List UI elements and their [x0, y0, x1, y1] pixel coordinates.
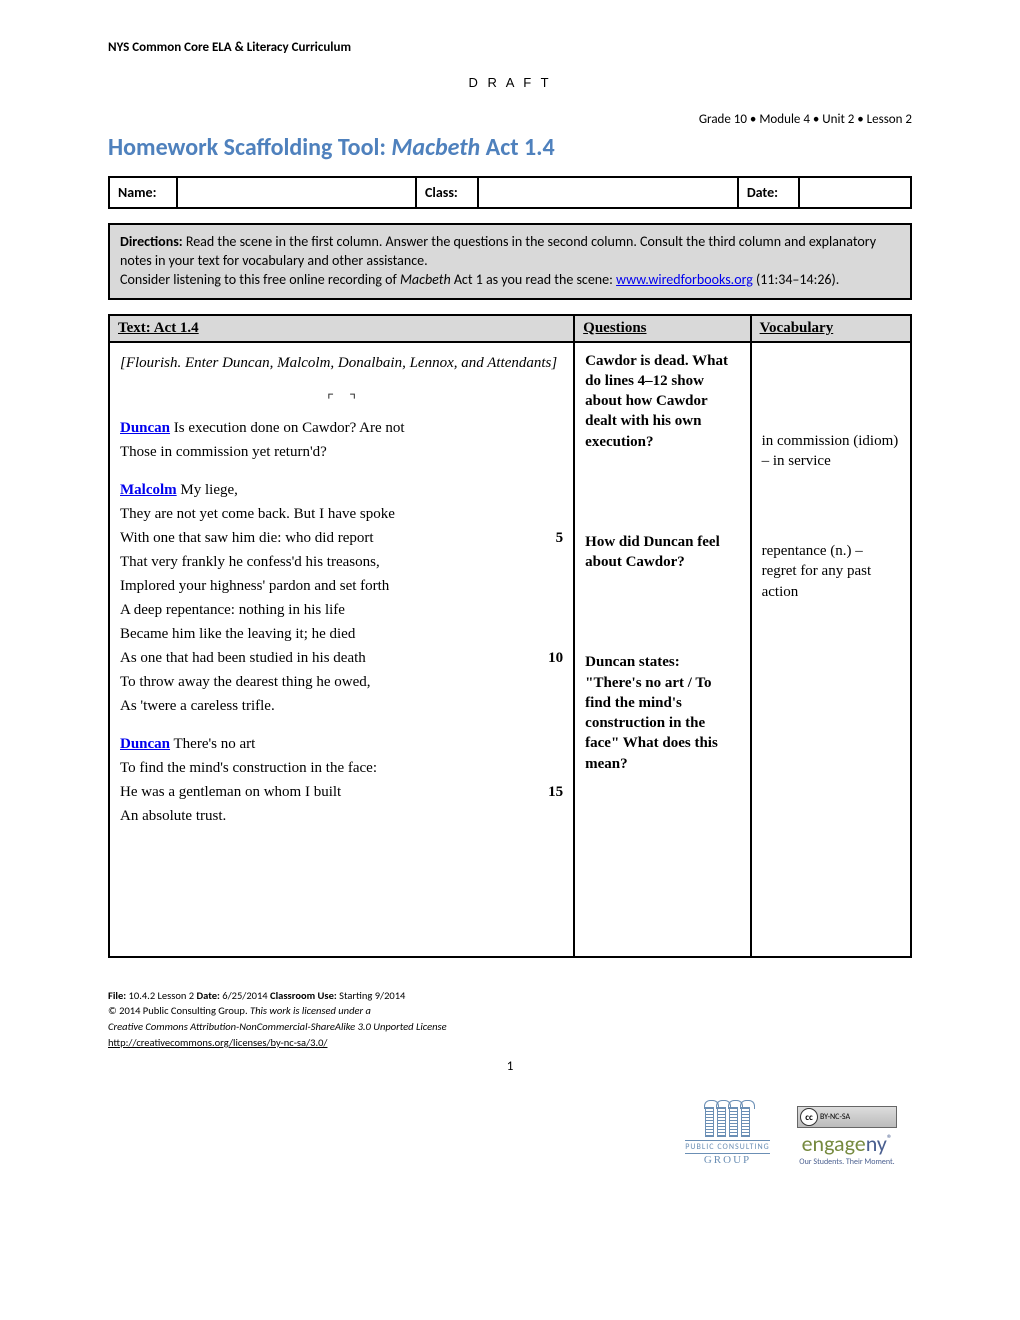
line-number-10: 10 [533, 646, 563, 670]
duncan-speech-2: Duncan There's no art To find the mind's… [120, 732, 563, 828]
speaker-duncan-2[interactable]: Duncan [120, 736, 170, 752]
page-number: 1 [108, 1057, 912, 1077]
date-field[interactable] [799, 177, 911, 208]
curriculum-header: NYS Common Core ELA & Literacy Curriculu… [108, 40, 912, 55]
vocab-2: repentance (n.) – regret for any past ac… [762, 541, 900, 602]
question-2: How did Duncan feel about Cawdor? [585, 532, 739, 573]
engage-logo: ccBY-NC-SA engageny® Our Students. Their… [782, 1106, 912, 1167]
name-label: Name: [109, 177, 177, 208]
student-info-table: Name: Class: Date: [108, 176, 912, 209]
date-label: Date: [738, 177, 800, 208]
audio-link[interactable]: www.wiredforbooks.org [616, 271, 753, 288]
directions-text1: Read the scene in the first column. Answ… [120, 233, 876, 269]
footer: File: 10.4.2 Lesson 2 Date: 6/25/2014 Cl… [108, 988, 912, 1077]
copyright: © 2014 Public Consulting Group. [108, 1004, 250, 1017]
text-cell: [Flourish. Enter Duncan, Malcolm, Donalb… [109, 342, 574, 957]
engage-tagline: Our Students. Their Moment. [799, 1157, 894, 1167]
title-suffix: Act 1.4 [480, 133, 555, 162]
directions-text2b: Act 1 as you read the scene: [451, 271, 616, 288]
questions-cell: Cawdor is dead. What do lines 4–12 show … [574, 342, 750, 957]
directions-italic: Macbeth [400, 271, 451, 288]
directions-text2a: Consider listening to this free online r… [120, 271, 400, 288]
vocab-cell: in commission (idiom) – in service repen… [751, 342, 911, 957]
col-header-text: Text: Act 1.4 [109, 315, 574, 342]
date-label-footer: Date: [196, 989, 222, 1002]
duncan-speech-1: Duncan Is execution done on Cawdor? Are … [120, 416, 563, 464]
line-number-5: 5 [533, 526, 563, 550]
speaker-malcolm[interactable]: Malcolm [120, 482, 177, 498]
draft-label: D R A F T [108, 75, 912, 90]
class-label: Class: [416, 177, 478, 208]
license-link[interactable]: http://creativecommons.org/licenses/by-n… [108, 1036, 327, 1049]
speaker-duncan-1[interactable]: Duncan [120, 420, 170, 436]
stage-direction: [Flourish. Enter Duncan, Malcolm, Donalb… [120, 351, 563, 375]
directions-label: Directions: [120, 233, 186, 250]
cc-badge: ccBY-NC-SA [797, 1106, 897, 1128]
line-number-15: 15 [533, 780, 563, 804]
pcg-text2: GROUP [704, 1154, 751, 1166]
directions-box: Directions: Read the scene in the first … [108, 223, 912, 300]
classuse-label: Classroom Use: [270, 989, 339, 1002]
question-3: Duncan states: "There's no art / To find… [585, 652, 739, 774]
col-header-questions: Questions [574, 315, 750, 342]
content-table: Text: Act 1.4 Questions Vocabulary [Flou… [108, 314, 912, 958]
license-line2: Creative Commons Attribution-NonCommerci… [108, 1019, 912, 1035]
malcolm-speech: Malcolm My liege, They are not yet come … [120, 478, 563, 718]
pcg-text1: PUBLIC CONSULTING [685, 1140, 769, 1154]
page-title: Homework Scaffolding Tool: Macbeth Act 1… [108, 133, 912, 162]
course-info: Grade 10 • Module 4 • Unit 2 • Lesson 2 [108, 112, 912, 127]
question-1: Cawdor is dead. What do lines 4–12 show … [585, 351, 739, 452]
col-header-vocab: Vocabulary [751, 315, 911, 342]
pcg-logo: PUBLIC CONSULTING GROUP [685, 1106, 770, 1166]
page-brackets: ⌜ ⌝ [120, 389, 563, 410]
logos-row: PUBLIC CONSULTING GROUP ccBY-NC-SA engag… [108, 1106, 912, 1167]
name-field[interactable] [177, 177, 416, 208]
title-main: Homework Scaffolding Tool: [108, 133, 391, 162]
title-italic: Macbeth [391, 133, 480, 162]
license-italic: This work is licensed under a [250, 1004, 371, 1017]
vocab-1: in commission (idiom) – in service [762, 431, 900, 472]
class-field[interactable] [478, 177, 738, 208]
file-label: File: [108, 989, 129, 1002]
engage-text: engageny® [802, 1130, 893, 1157]
directions-text2c: (11:34–14:26). [753, 271, 839, 288]
